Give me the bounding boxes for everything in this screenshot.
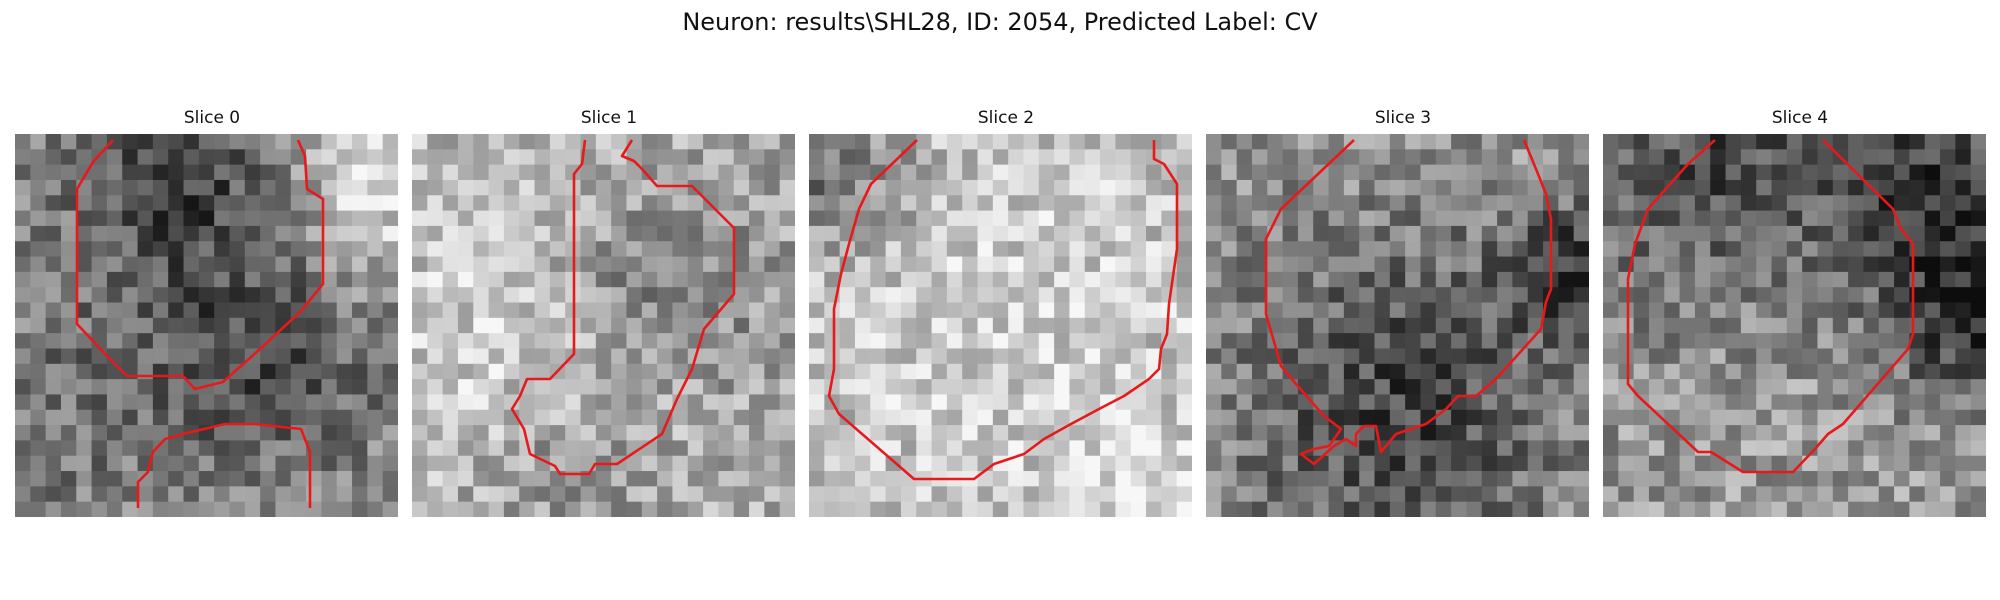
slice-0-image: [15, 134, 398, 517]
slice-2-title: Slice 2: [977, 108, 1035, 128]
figure-title: Neuron: results\SHL28, ID: 2054, Predict…: [682, 8, 1318, 36]
slice-3-image: [1206, 134, 1589, 517]
slice-0-title: Slice 0: [183, 108, 241, 128]
slice-1-pixels: [412, 134, 795, 517]
slice-4-pixels: [1603, 134, 1986, 517]
slice-0-pixels: [15, 134, 398, 517]
slice-1-title: Slice 1: [580, 108, 638, 128]
slice-4-image: [1603, 134, 1986, 517]
slice-2-pixels: [809, 134, 1192, 517]
slice-3-title: Slice 3: [1374, 108, 1432, 128]
slice-2-image: [809, 134, 1192, 517]
slice-4-title: Slice 4: [1771, 108, 1829, 128]
slice-3-pixels: [1206, 134, 1589, 517]
slice-1-image: [412, 134, 795, 517]
